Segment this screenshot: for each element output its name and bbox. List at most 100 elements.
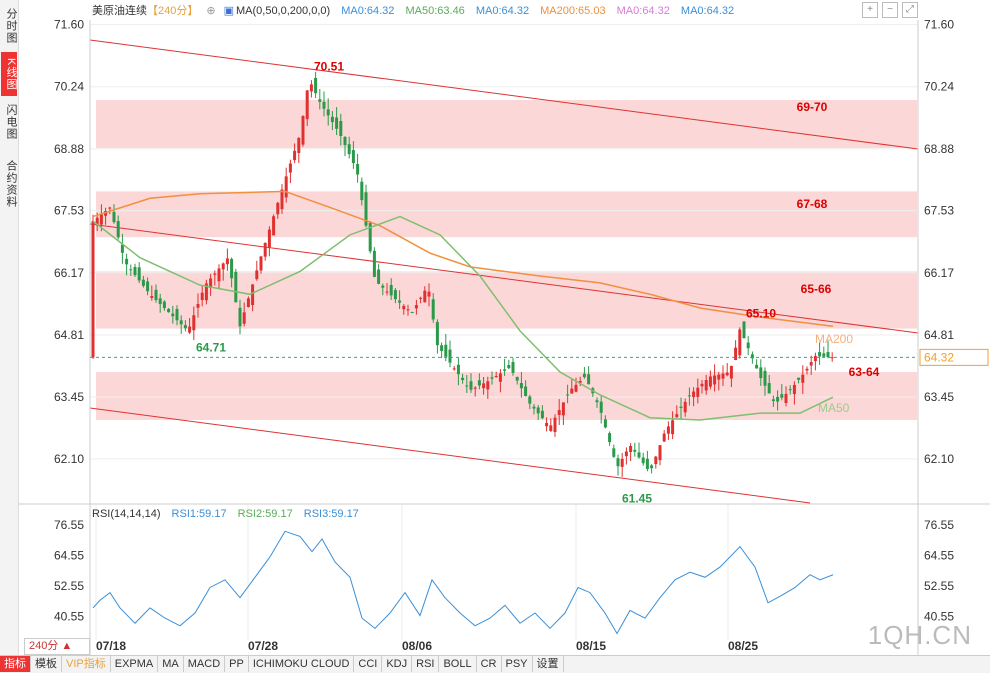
candle-body bbox=[490, 377, 494, 379]
settings-icon[interactable]: ⊕ bbox=[206, 5, 216, 17]
candle-body bbox=[662, 433, 666, 442]
candle-body bbox=[515, 377, 519, 381]
candle-body bbox=[603, 419, 607, 428]
candle-body bbox=[494, 376, 498, 378]
tab-flash[interactable]: 闪电图 bbox=[5, 104, 17, 140]
zone-label: 69-70 bbox=[797, 100, 828, 114]
y-tick-right: 66.17 bbox=[924, 266, 954, 280]
candle-body bbox=[805, 368, 809, 371]
zone-rect bbox=[96, 100, 917, 148]
candle-body bbox=[150, 296, 154, 298]
candle-body bbox=[498, 373, 502, 382]
y-tick-right: 64.81 bbox=[924, 328, 954, 342]
candle-body bbox=[104, 210, 108, 216]
tab-ichimoku[interactable]: ICHIMOKU CLOUD bbox=[249, 656, 355, 672]
candle-body bbox=[566, 394, 570, 396]
tab-kdj[interactable]: KDJ bbox=[382, 656, 413, 672]
candle-body bbox=[830, 357, 834, 359]
tab-pp[interactable]: PP bbox=[225, 656, 249, 672]
y-tick-right: 67.53 bbox=[924, 204, 954, 218]
tab-vip[interactable]: VIP指标 bbox=[62, 656, 111, 672]
y-tick-left: 67.53 bbox=[54, 204, 84, 218]
rsi-y-tick-right: 64.55 bbox=[924, 548, 954, 562]
candle-body bbox=[477, 380, 481, 386]
candle-body bbox=[540, 410, 544, 419]
rsi-y-tick-left: 76.55 bbox=[54, 518, 84, 532]
candle-body bbox=[183, 325, 187, 329]
candle-body bbox=[734, 347, 738, 361]
tab-rsi[interactable]: RSI bbox=[412, 656, 440, 672]
candle-body bbox=[507, 364, 511, 369]
tab-boll[interactable]: BOLL bbox=[439, 656, 477, 672]
candle-body bbox=[167, 308, 171, 313]
candle-body bbox=[486, 381, 490, 390]
period-select[interactable]: 240分 ▲ bbox=[24, 638, 90, 655]
indicator-icon[interactable]: ▣ bbox=[223, 5, 234, 17]
candle-body bbox=[461, 377, 465, 381]
candle-body bbox=[448, 349, 452, 363]
candle-body bbox=[112, 211, 116, 223]
candle-body bbox=[629, 445, 633, 453]
tab-macd[interactable]: MACD bbox=[184, 656, 226, 672]
candle-body bbox=[393, 290, 397, 300]
candle-body bbox=[683, 401, 687, 413]
candle-body bbox=[343, 136, 347, 146]
candle-body bbox=[822, 353, 826, 357]
candle-body bbox=[318, 99, 322, 102]
price-annotation: 70.51 bbox=[314, 59, 344, 73]
fullscreen-icon[interactable]: ⤢ bbox=[902, 2, 918, 18]
channel-line-upper bbox=[89, 39, 919, 150]
ma200-line bbox=[92, 190, 834, 328]
price-annotation: 64.71 bbox=[196, 341, 226, 355]
candle-body bbox=[666, 426, 670, 434]
x-tick: 08/15 bbox=[576, 639, 606, 653]
tab-ma[interactable]: MA bbox=[158, 656, 184, 672]
candle-body bbox=[133, 266, 137, 276]
candle-body bbox=[423, 290, 427, 303]
zoom-in-icon[interactable]: + bbox=[862, 2, 878, 18]
candle-body bbox=[599, 401, 603, 413]
candle-body bbox=[473, 387, 477, 389]
tab-cci[interactable]: CCI bbox=[354, 656, 383, 672]
y-tick-right: 68.88 bbox=[924, 142, 954, 156]
tab-indicator[interactable]: 指标 bbox=[0, 656, 31, 672]
candle-body bbox=[398, 300, 402, 303]
candle-body bbox=[95, 217, 99, 226]
candle-body bbox=[120, 244, 124, 253]
tab-psy[interactable]: PSY bbox=[502, 656, 533, 672]
candle-body bbox=[675, 414, 679, 418]
tab-expma[interactable]: EXPMA bbox=[111, 656, 159, 672]
candle-body bbox=[225, 258, 229, 265]
y-tick-left: 70.24 bbox=[54, 80, 84, 94]
channel-line-lower bbox=[89, 407, 811, 504]
candle-body bbox=[326, 109, 330, 116]
rsi-line bbox=[92, 530, 834, 635]
tab-time-share[interactable]: 分时图 bbox=[5, 8, 17, 44]
candle-body bbox=[263, 242, 267, 257]
candle-body bbox=[729, 365, 733, 379]
tab-cr[interactable]: CR bbox=[477, 656, 502, 672]
zone-label: 65-66 bbox=[801, 282, 832, 296]
tab-kline[interactable]: K线图 bbox=[1, 52, 17, 96]
candle-body bbox=[637, 452, 641, 458]
candle-body bbox=[381, 285, 385, 288]
candle-body bbox=[788, 389, 792, 391]
tab-template[interactable]: 模板 bbox=[31, 656, 62, 672]
rsi-value: RSI1:59.17 bbox=[171, 508, 227, 520]
tab-contract-info[interactable]: 合约资料 bbox=[5, 160, 17, 208]
zoom-out-icon[interactable]: − bbox=[882, 2, 898, 18]
candle-body bbox=[192, 315, 196, 331]
y-tick-right: 70.24 bbox=[924, 80, 954, 94]
candle-body bbox=[293, 150, 297, 161]
candle-body bbox=[784, 393, 788, 403]
rsi-y-tick-left: 64.55 bbox=[54, 548, 84, 562]
tab-settings[interactable]: 设置 bbox=[533, 656, 564, 672]
zone-label: 63-64 bbox=[849, 365, 880, 379]
candle-body bbox=[414, 305, 418, 309]
candle-body bbox=[561, 402, 565, 416]
period-tag[interactable]: 【240分】 bbox=[147, 5, 199, 17]
candle-body bbox=[351, 150, 355, 164]
candle-body bbox=[536, 407, 540, 414]
ma-value: MA200:65.03 bbox=[540, 5, 606, 17]
